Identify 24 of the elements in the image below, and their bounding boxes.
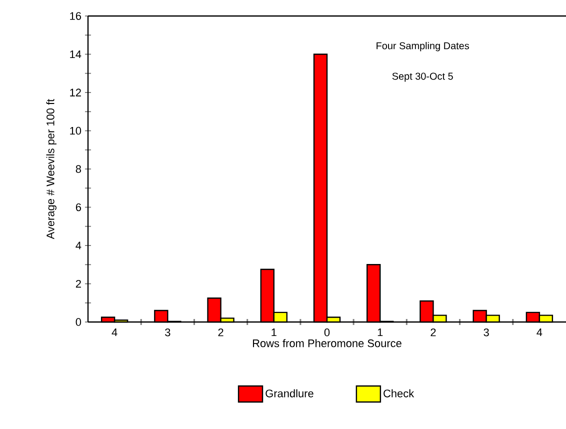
y-tick-label: 6 — [76, 203, 82, 212]
x-tick-label: 3 — [484, 328, 489, 336]
y-tick-label: 16 — [70, 12, 82, 20]
x-tick-label: 1 — [272, 328, 276, 336]
x-tick-label: 4 — [536, 328, 542, 336]
y-tick-label: 14 — [70, 50, 82, 58]
x-tick-label: 3 — [165, 328, 170, 336]
y-tick-label: 2 — [76, 280, 81, 288]
y-tick-label: 10 — [70, 126, 82, 135]
annotation: Four Sampling Dates — [376, 42, 470, 52]
x-tick-label: 1 — [378, 328, 383, 336]
y-tick-label: 4 — [76, 242, 82, 250]
y-axis-title: Average # Weevils per 100 ft — [46, 98, 56, 240]
annotation: Sept 30-Oct 5 — [392, 72, 453, 82]
x-axis-title: Rows from Pheromone Source — [252, 339, 402, 348]
y-tick-label: 0 — [76, 318, 82, 326]
y-tick-label: 12 — [70, 88, 81, 96]
x-tick-label: 2 — [218, 328, 224, 336]
x-tick-label: 0 — [324, 328, 330, 336]
x-tick-label: 2 — [430, 328, 436, 336]
legend-label: Check — [384, 389, 414, 398]
y-tick-label: 8 — [76, 165, 82, 173]
legend-label: Grandlure — [266, 389, 314, 398]
x-tick-label: 4 — [112, 328, 118, 336]
